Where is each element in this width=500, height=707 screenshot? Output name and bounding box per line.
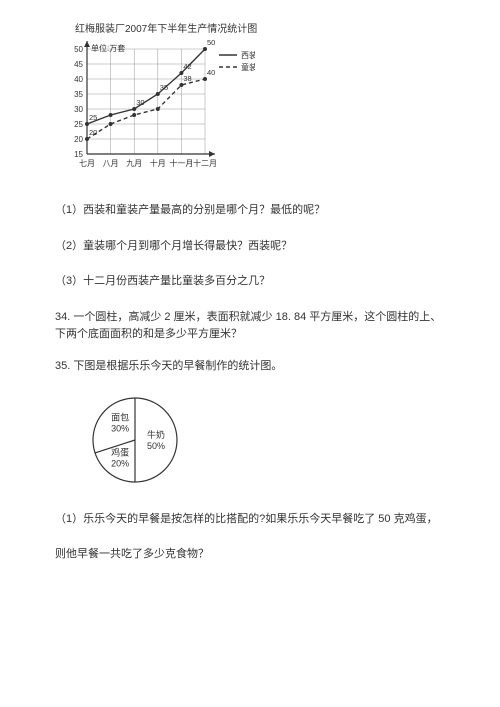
svg-text:七月: 七月 xyxy=(79,159,95,168)
line-chart: 15 20 25 30 35 40 45 50 七月八月九月十月十一月十二月 单位:万套 25 30 3… xyxy=(55,39,255,179)
svg-text:30%: 30% xyxy=(111,423,129,433)
question-35-1a: （1）乐乐今天的早餐是按怎样的比搭配的?如果乐乐今天早餐吃了 50 克鸡蛋， xyxy=(55,511,445,529)
svg-text:西装: 西装 xyxy=(241,50,255,60)
svg-text:15: 15 xyxy=(74,150,83,159)
svg-text:50%: 50% xyxy=(147,441,165,451)
svg-text:40: 40 xyxy=(207,68,215,77)
svg-text:38: 38 xyxy=(183,74,191,83)
question-1: （1）西装和童装产量最高的分别是哪个月？最低的呢？ xyxy=(55,202,445,220)
svg-text:十月: 十月 xyxy=(150,158,166,168)
svg-text:九月: 九月 xyxy=(126,159,142,168)
question-2: （2）童装哪个月到哪个月增长得最快？西装呢？ xyxy=(55,238,445,256)
svg-text:八月: 八月 xyxy=(103,159,119,168)
svg-text:42: 42 xyxy=(183,62,191,71)
svg-text:童装: 童装 xyxy=(241,62,255,72)
svg-text:50: 50 xyxy=(207,39,215,47)
pie-chart: 牛奶50% 面包30% 鸡蛋20% xyxy=(85,390,185,490)
pie-chart-section: 牛奶50% 面包30% 鸡蛋20% xyxy=(85,390,445,493)
svg-text:鸡蛋: 鸡蛋 xyxy=(111,446,129,457)
svg-text:50: 50 xyxy=(74,45,83,54)
svg-text:20: 20 xyxy=(89,128,97,137)
svg-text:20%: 20% xyxy=(111,458,129,468)
line-chart-title: 红梅服装厂2007年下半年生产情况统计图 xyxy=(75,20,445,35)
svg-text:面包: 面包 xyxy=(111,411,129,422)
svg-text:25: 25 xyxy=(89,113,97,122)
question-35-1b: 则他早餐一共吃了多少克食物？ xyxy=(55,546,445,564)
problem-35-intro: 35. 下图是根据乐乐今天的早餐制作的统计图。 xyxy=(55,358,445,376)
svg-text:十二月: 十二月 xyxy=(193,158,217,168)
svg-text:30: 30 xyxy=(136,98,144,107)
line-chart-section: 红梅服装厂2007年下半年生产情况统计图 15 20 25 30 35 40 45 50 七月八… xyxy=(55,20,445,182)
svg-text:20: 20 xyxy=(74,135,83,144)
svg-text:45: 45 xyxy=(74,60,83,69)
svg-text:单位:万套: 单位:万套 xyxy=(91,43,125,53)
svg-text:十一月: 十一月 xyxy=(169,158,193,168)
svg-text:25: 25 xyxy=(74,120,83,129)
problem-34: 34. 一个圆柱，高减少 2 厘米，表面积就减少 18. 84 平方厘米，这个圆… xyxy=(55,309,445,344)
question-3: （3）十二月份西装产量比童装多百分之几？ xyxy=(55,273,445,291)
svg-text:牛奶: 牛奶 xyxy=(147,429,165,440)
svg-text:35: 35 xyxy=(160,83,168,92)
svg-text:30: 30 xyxy=(74,105,83,114)
svg-text:35: 35 xyxy=(74,90,83,99)
svg-text:40: 40 xyxy=(74,75,83,84)
